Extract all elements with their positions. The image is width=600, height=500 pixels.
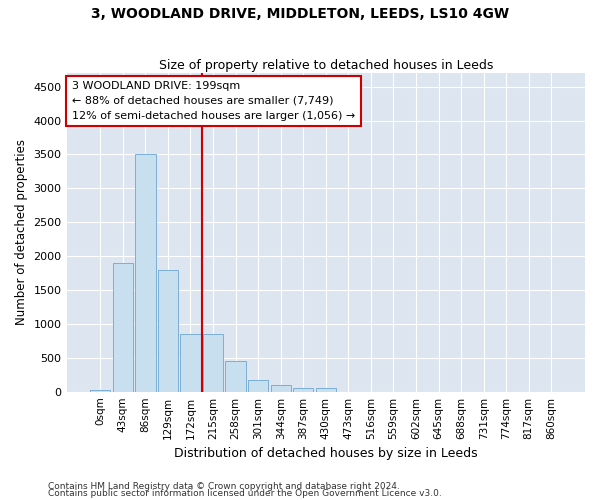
Bar — [158, 270, 178, 392]
Text: Contains HM Land Registry data © Crown copyright and database right 2024.: Contains HM Land Registry data © Crown c… — [48, 482, 400, 491]
Bar — [203, 334, 223, 392]
Bar — [316, 388, 336, 392]
Title: Size of property relative to detached houses in Leeds: Size of property relative to detached ho… — [158, 59, 493, 72]
Bar — [135, 154, 155, 392]
Text: 3, WOODLAND DRIVE, MIDDLETON, LEEDS, LS10 4GW: 3, WOODLAND DRIVE, MIDDLETON, LEEDS, LS1… — [91, 8, 509, 22]
Bar — [271, 385, 291, 392]
Bar — [90, 390, 110, 392]
Bar — [113, 263, 133, 392]
Bar — [293, 388, 313, 392]
X-axis label: Distribution of detached houses by size in Leeds: Distribution of detached houses by size … — [174, 447, 478, 460]
Text: Contains public sector information licensed under the Open Government Licence v3: Contains public sector information licen… — [48, 489, 442, 498]
Y-axis label: Number of detached properties: Number of detached properties — [15, 140, 28, 326]
Text: 3 WOODLAND DRIVE: 199sqm
← 88% of detached houses are smaller (7,749)
12% of sem: 3 WOODLAND DRIVE: 199sqm ← 88% of detach… — [72, 81, 355, 120]
Bar — [181, 334, 200, 392]
Bar — [226, 361, 246, 392]
Bar — [248, 380, 268, 392]
